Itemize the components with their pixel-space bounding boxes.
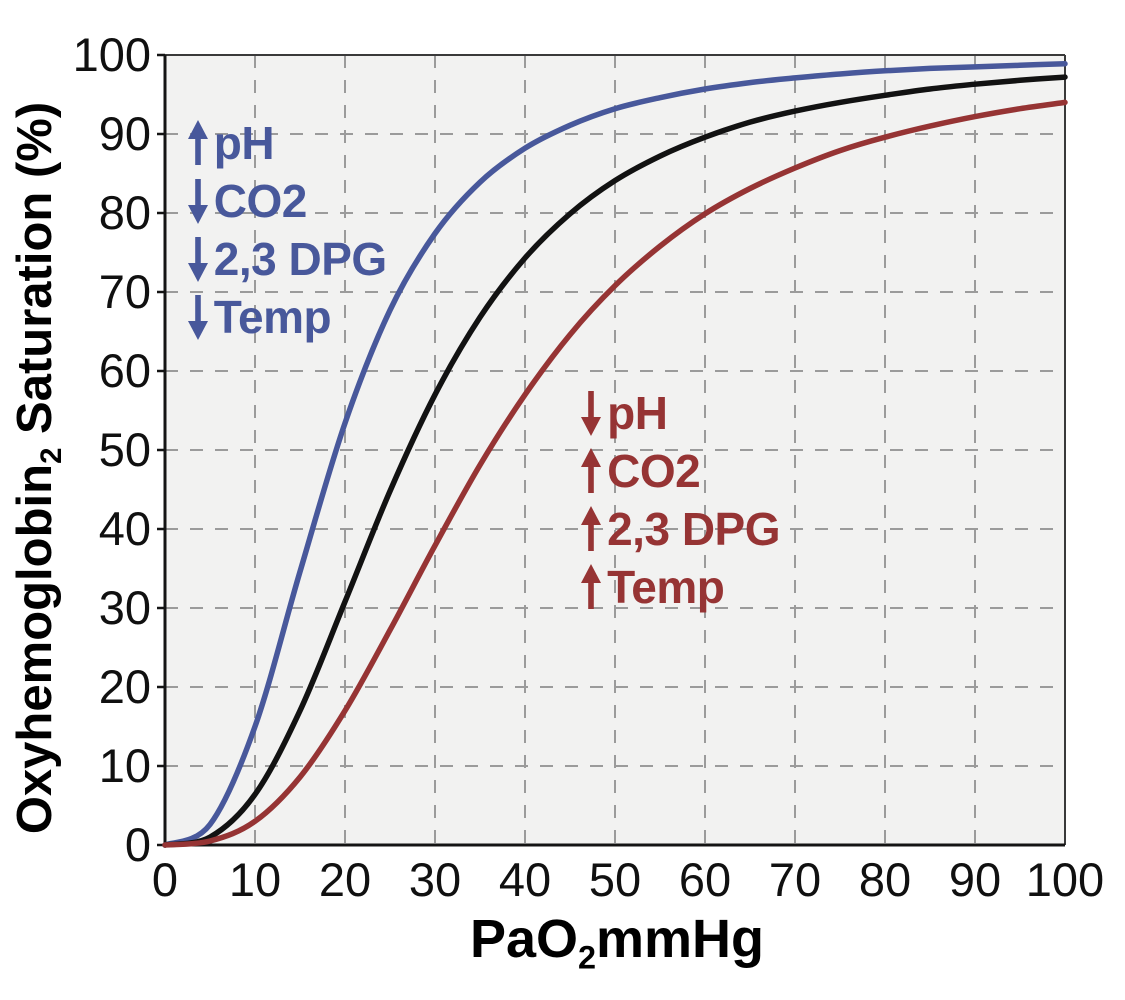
annotation-line: CO2 (185, 175, 387, 228)
x-tick-label: 0 (152, 853, 178, 906)
annotation-text: CO2 (213, 175, 308, 228)
up-arrow-icon (581, 506, 602, 552)
x-tick-label: 70 (769, 853, 821, 906)
annotation-line: pH (185, 117, 387, 170)
annotation-text: pH (607, 387, 668, 440)
y-tick-label: 0 (125, 818, 151, 871)
y-tick-label: 50 (99, 423, 151, 476)
y-tick-label: 20 (99, 660, 151, 713)
up-arrow-icon (581, 564, 602, 610)
y-tick-label: 30 (99, 581, 151, 634)
x-tick-label: 10 (229, 853, 281, 906)
y-tick-label: 40 (99, 502, 151, 555)
annotation-line: CO2 (578, 445, 780, 498)
x-axis-title-subscript: 2 (578, 939, 597, 976)
y-axis-title-text: Oxyhemoglobin (7, 463, 62, 835)
curve-black-normal (162, 74, 1068, 848)
x-axis-title: PaO2mmHg (470, 908, 764, 976)
y-tick-label: 60 (99, 344, 151, 397)
gridlines (165, 55, 1065, 845)
y-axis-title-subscript: 2 (35, 447, 69, 464)
y-tick-label: 10 (99, 739, 151, 792)
y-axis-title: Oxyhemoglobin2 Saturation (%) (7, 102, 69, 834)
x-tick-label: 40 (499, 853, 551, 906)
y-tick-label: 100 (73, 28, 151, 81)
annotation-right-shift-factors: pH CO2 2,3 DPG Temp (578, 387, 781, 620)
y-tick-label: 70 (99, 265, 151, 318)
down-arrow-icon (187, 179, 208, 225)
annotation-line: 2,3 DPG (578, 503, 781, 556)
annotation-text: pH (213, 117, 275, 170)
up-arrow-icon (581, 448, 602, 494)
x-tick-label: 100 (1026, 853, 1104, 906)
annotation-left-shift-factors: pH CO2 2,3 DPG Temp (185, 117, 387, 350)
down-arrow-icon (187, 295, 208, 341)
annotation-line: 2,3 DPG (185, 233, 387, 286)
annotation-line: Temp (578, 561, 780, 614)
curve-red-right-shifted (162, 99, 1068, 848)
annotation-text: 2,3 DPG (607, 503, 781, 556)
curve-blue-left-shifted (162, 60, 1068, 848)
y-axis-title-text2: Saturation (%) (7, 101, 62, 448)
annotation-text: Temp (607, 561, 725, 614)
annotation-text: CO2 (607, 445, 701, 498)
annotation-text: 2,3 DPG (213, 233, 387, 286)
annotation-text: Temp (213, 291, 332, 344)
down-arrow-icon (581, 391, 602, 437)
annotation-line: Temp (185, 291, 387, 344)
x-axis-title-text2: mmHg (596, 909, 765, 969)
y-tick-label: 90 (99, 107, 151, 160)
y-tick-label: 80 (99, 186, 151, 239)
x-tick-label: 50 (589, 853, 641, 906)
x-tick-label: 80 (859, 853, 911, 906)
x-tick-label: 30 (409, 853, 461, 906)
down-arrow-icon (187, 237, 208, 283)
x-tick-label: 20 (319, 853, 371, 906)
x-tick-label: 90 (949, 853, 1001, 906)
x-axis-title-text: PaO (469, 909, 579, 969)
annotation-line: pH (578, 387, 780, 440)
up-arrow-icon (187, 120, 208, 166)
x-tick-label: 60 (679, 853, 731, 906)
